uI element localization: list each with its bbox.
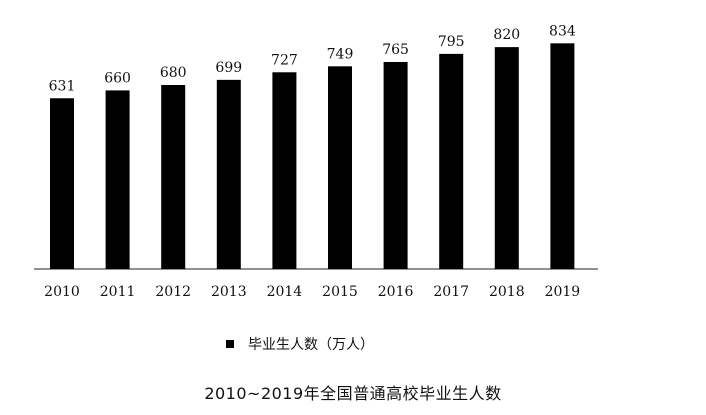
data-label-2010: 631: [49, 78, 76, 94]
bar-2011: [105, 90, 130, 269]
data-label-2016: 765: [382, 42, 409, 58]
data-label-2017: 795: [438, 34, 465, 50]
legend-label: 毕业生人数（万人）: [248, 337, 374, 353]
x-tick-label-2014: 2014: [267, 284, 303, 300]
x-tick-label-2017: 2017: [433, 284, 469, 300]
x-tick-label-2015: 2015: [322, 284, 358, 300]
data-label-2011: 660: [104, 70, 131, 86]
bar-2018: [494, 47, 519, 269]
bar-chart: 631 2010 660 2011 680 2012 699 2013 727 2014 749 20…: [34, 23, 598, 300]
bar-2019: [550, 43, 575, 270]
data-label-2015: 749: [327, 46, 354, 62]
data-label-2012: 680: [160, 65, 187, 81]
data-label-2019: 834: [549, 23, 576, 39]
bar-2012: [161, 85, 186, 269]
legend: 毕业生人数（万人）: [226, 334, 374, 354]
bar-2010: [50, 98, 74, 270]
x-tick-label-2012: 2012: [155, 284, 191, 300]
data-label-2018: 820: [493, 27, 520, 43]
bar-2016: [383, 62, 408, 269]
x-tick-label-2018: 2018: [489, 284, 525, 300]
legend-swatch: [226, 340, 234, 348]
data-label-2013: 699: [215, 60, 242, 76]
chart-title: 2010~2019年全国普通高校毕业生人数: [204, 384, 502, 403]
bar-2013: [216, 79, 241, 269]
x-tick-label-2010: 2010: [44, 284, 80, 300]
data-label-2014: 727: [271, 52, 298, 68]
bar-2017: [439, 53, 464, 269]
x-tick-label-2019: 2019: [545, 284, 581, 300]
x-tick-label-2016: 2016: [378, 284, 414, 300]
bar-2014: [272, 72, 297, 270]
x-tick-label-2011: 2011: [100, 284, 136, 300]
bar-2015: [328, 66, 352, 270]
x-tick-label-2013: 2013: [211, 284, 247, 300]
